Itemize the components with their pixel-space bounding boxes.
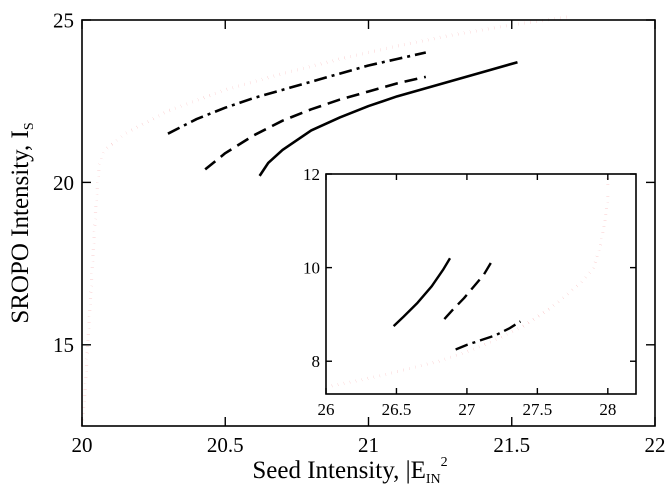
inset-series-dashed-line (443, 259, 494, 320)
inset-x-tick-labels: 26 26.5 27 27.5 28 (318, 400, 617, 419)
main-x-tick-label: 20.5 (207, 433, 244, 457)
main-y-tick-labels: 15 20 25 (53, 8, 74, 357)
main-x-tick-label: 20 (72, 433, 93, 457)
main-y-tick-label: 20 (53, 171, 74, 195)
inset-background (326, 174, 636, 394)
inset-plot-frame (325, 173, 637, 395)
main-series-dashed-line (204, 75, 427, 171)
inset-y-tick-label: 12 (303, 165, 320, 184)
inset-ticks (325, 173, 636, 394)
inset-x-tick-label: 27.5 (522, 400, 552, 419)
inset-x-tick-label: 26.5 (382, 400, 412, 419)
main-plot: 20 20.5 21 21.5 22 15 20 25 Seed Intensity, |E… (7, 8, 666, 487)
main-ticks (81, 19, 656, 426)
inset-plot: 26 26.5 27 27.5 28 8 10 12 (303, 165, 637, 419)
main-y-tick-label: 15 (53, 333, 74, 357)
inset-y-tick-labels: 8 10 12 (303, 165, 320, 371)
y-axis-label: SROPO Intensity, IS (7, 122, 37, 323)
inset-series-dashdot-line (455, 320, 522, 351)
inset-x-tick-label: 26 (318, 400, 335, 419)
main-x-tick-label: 21 (358, 433, 379, 457)
main-x-tick-label: 22 (645, 433, 666, 457)
x-axis-label: Seed Intensity, |EIN2 (252, 455, 447, 487)
inset-x-tick-label: 28 (599, 400, 616, 419)
inset-y-tick-label: 10 (303, 259, 320, 278)
main-series-dotted-line (80, 15, 570, 427)
main-y-tick-label: 25 (53, 8, 74, 32)
main-series-group (80, 15, 570, 427)
inset-series-group (325, 174, 610, 389)
main-series-dashdot-line (167, 51, 427, 135)
main-x-tick-labels: 20 20.5 21 21.5 22 (72, 433, 666, 457)
inset-y-tick-label: 8 (312, 352, 321, 371)
main-x-tick-label: 21.5 (493, 433, 530, 457)
main-series-solid-line (258, 60, 518, 177)
inset-series-solid-line (392, 257, 452, 328)
inset-x-tick-label: 27 (458, 400, 476, 419)
